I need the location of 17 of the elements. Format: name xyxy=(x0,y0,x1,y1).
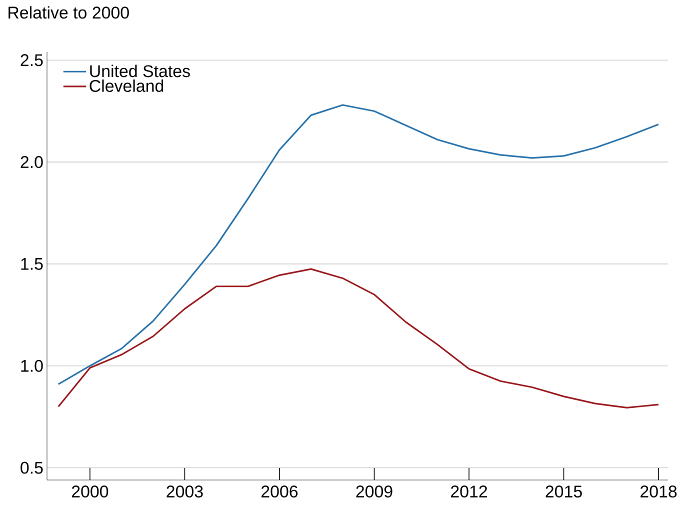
y-axis-title: Relative to 2000 xyxy=(8,6,129,19)
x-tick-label: 2009 xyxy=(356,486,392,498)
x-tick-label: 2000 xyxy=(72,486,108,498)
y-tick-label: 2.5 xyxy=(20,54,43,66)
y-tick-label: 1.5 xyxy=(21,258,43,270)
legend-label: United States xyxy=(90,64,190,78)
x-tick-label: 2006 xyxy=(262,486,298,498)
y-tick-label: 2.0 xyxy=(20,156,43,168)
line-series xyxy=(58,268,660,408)
x-tick-label: 2015 xyxy=(546,486,582,498)
x-tick-label: 2012 xyxy=(451,486,487,498)
y-tick-label: 0.5 xyxy=(20,462,43,474)
y-tick-label: 1.0 xyxy=(21,360,43,372)
line-series xyxy=(58,104,660,386)
x-tick-label: 2003 xyxy=(166,486,203,498)
legend-label: Cleveland xyxy=(90,80,164,92)
x-tick-label: 2018 xyxy=(640,486,677,498)
